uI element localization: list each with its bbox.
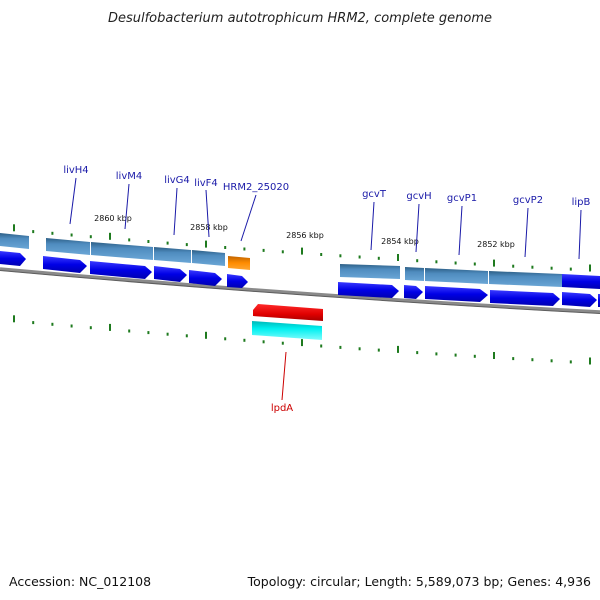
forward-cds-arrows: [0, 251, 600, 307]
gene-HRM2_25020-band[interactable]: [228, 256, 250, 270]
map-title: Desulfobacterium autotrophicum HRM2, com…: [108, 11, 492, 26]
gene-band-livG4[interactable]: [154, 247, 191, 263]
cds-arrow-gcvP1[interactable]: [425, 286, 488, 302]
label-lpdA[interactable]: lpdA: [271, 403, 293, 414]
gene-band-livH4[interactable]: [46, 238, 90, 255]
label-gcvP1[interactable]: gcvP1: [447, 193, 477, 204]
cds-arrow-livG4[interactable]: [154, 266, 187, 282]
steel-gene-band: [0, 233, 600, 289]
cds-arrow-livF4[interactable]: [189, 270, 222, 286]
scale-label-2858: 2858 kbp: [190, 223, 228, 232]
label-gcvT[interactable]: gcvT: [362, 189, 387, 200]
genome-summary-text: Topology: circular; Length: 5,589,073 bp…: [247, 574, 591, 589]
leader-gcvH: [415, 203, 420, 253]
leader-HRM2_25020: [240, 194, 257, 242]
cds-arrow-gcvT[interactable]: [338, 282, 399, 298]
cds-arrow-livH4[interactable]: [43, 256, 87, 273]
gene-band-left[interactable]: [0, 233, 29, 249]
scale-labels: 2860 kbp 2858 kbp 2856 kbp 2854 kbp 2852…: [94, 214, 515, 249]
gene-band-lipB[interactable]: [562, 274, 600, 289]
leader-livG4: [173, 187, 178, 236]
gene-band-livF4[interactable]: [192, 250, 225, 266]
gene-labels: livH4 livM4 livG4 livF4 HRM2_25020 gcvT …: [63, 165, 590, 414]
cds-arrow-gcvP2[interactable]: [490, 290, 560, 306]
label-gcvP2[interactable]: gcvP2: [513, 195, 543, 206]
label-HRM2_25020[interactable]: HRM2_25020: [223, 182, 289, 193]
leader-livM4: [124, 183, 130, 230]
label-livM4[interactable]: livM4: [116, 171, 142, 182]
label-livH4[interactable]: livH4: [63, 165, 88, 176]
scale-ticks-inner: [13, 315, 591, 365]
cds-arrow-lipB[interactable]: [562, 292, 597, 307]
scale-label-2856: 2856 kbp: [286, 231, 324, 240]
cds-arrow-HRM2_25020[interactable]: [227, 274, 248, 288]
cds-arrow-gcvH[interactable]: [404, 285, 423, 299]
gene-lpdA-arrow[interactable]: [253, 304, 323, 321]
leader-livF4: [205, 189, 210, 238]
gene-band-gcvH[interactable]: [405, 267, 424, 281]
leader-gcvP2: [524, 207, 529, 258]
gene-band-gcvT[interactable]: [340, 264, 400, 279]
leader-livH4: [69, 177, 77, 225]
scale-ticks-outer: [13, 224, 591, 272]
genome-backbone: [0, 267, 600, 314]
leader-lpdA: [281, 351, 287, 401]
cds-arrow-livM4[interactable]: [90, 261, 152, 279]
leader-lipB: [578, 209, 582, 260]
scale-label-2860: 2860 kbp: [94, 214, 132, 223]
label-gcvH[interactable]: gcvH: [406, 191, 431, 202]
scale-label-2852: 2852 kbp: [477, 240, 515, 249]
label-livG4[interactable]: livG4: [164, 175, 190, 186]
gene-band-gcvP1[interactable]: [425, 268, 488, 284]
accession-text: Accession: NC_012108: [9, 574, 151, 589]
label-lipB[interactable]: lipB: [572, 197, 591, 208]
scale-label-2854: 2854 kbp: [381, 237, 419, 246]
label-leader-lines: [69, 177, 582, 401]
gene-band-livM4[interactable]: [91, 242, 153, 260]
leader-gcvP1: [458, 205, 463, 256]
gene-band-gcvP2[interactable]: [489, 271, 562, 287]
cds-arrow-left[interactable]: [0, 251, 26, 266]
leader-gcvT: [370, 201, 375, 251]
label-livF4[interactable]: livF4: [194, 178, 218, 189]
gene-lpdA-band[interactable]: [252, 321, 322, 340]
